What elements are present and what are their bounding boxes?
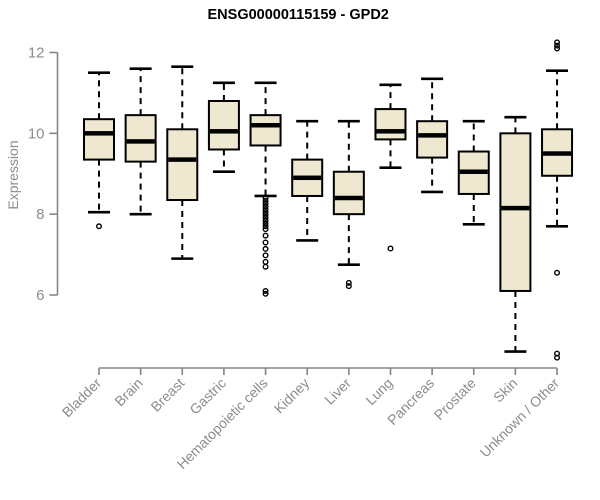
outlier-point [95,223,102,230]
y-tick-label: 12 [28,45,45,62]
outlier-point [554,354,561,361]
outlier-point [262,223,269,230]
median-line [251,123,280,128]
outlier-point [345,279,352,286]
median-line [543,151,572,156]
y-tick-label: 6 [36,287,44,304]
median-line [126,139,155,144]
outlier-point [262,211,269,218]
median-line [418,133,447,138]
x-tick-label: Liver [321,375,354,408]
box-iqr [332,170,365,216]
outlier-point [262,209,269,216]
outlier-point [262,220,269,227]
x-tick-label: Lung [362,375,395,408]
outlier-point [262,245,269,252]
outlier-point [262,217,269,224]
box-iqr [374,108,407,141]
x-tick-label: Kidney [271,375,313,417]
box-iqr [249,114,282,147]
outlier-point [262,214,269,221]
x-tick-label: Breast [147,375,187,415]
outlier-point [554,45,561,52]
outlier-point [262,194,269,201]
outlier-point [262,239,269,246]
box-iqr [416,120,449,159]
chart-title: ENSG00000115159 - GPD2 [207,7,389,23]
outlier-point [554,269,561,276]
box-iqr [499,132,532,292]
outlier-point [262,197,269,204]
median-line [459,169,488,174]
y-tick-label: 8 [36,206,44,223]
outlier-point [345,283,352,290]
median-line [85,131,113,136]
outlier-point [262,263,269,270]
outlier-point [262,258,269,265]
outlier-point [262,287,269,294]
box-iqr [124,114,157,163]
x-tick-label: Prostate [431,375,479,423]
median-line [209,129,238,134]
x-tick-label: Skin [490,375,521,406]
outlier-point [262,200,269,207]
outlier-point [262,206,269,213]
median-line [168,157,197,162]
x-tick-label: Bladder [59,375,105,421]
outlier-point [262,226,269,233]
median-line [501,205,530,211]
outlier-point [387,245,394,252]
outlier-point [262,252,269,259]
outlier-point [554,42,561,49]
box-iqr [207,100,240,151]
outlier-point [262,203,269,210]
box-iqr [166,128,199,202]
x-tick-label: Brain [111,375,145,409]
outlier-point [262,290,269,297]
x-tick-label: Unknown / Other [477,375,563,461]
median-line [334,195,363,201]
y-tick-label: 10 [28,125,45,142]
outlier-point [554,39,561,46]
median-line [376,129,405,134]
box-iqr [83,118,115,161]
outlier-point [262,232,269,239]
median-line [293,175,322,181]
